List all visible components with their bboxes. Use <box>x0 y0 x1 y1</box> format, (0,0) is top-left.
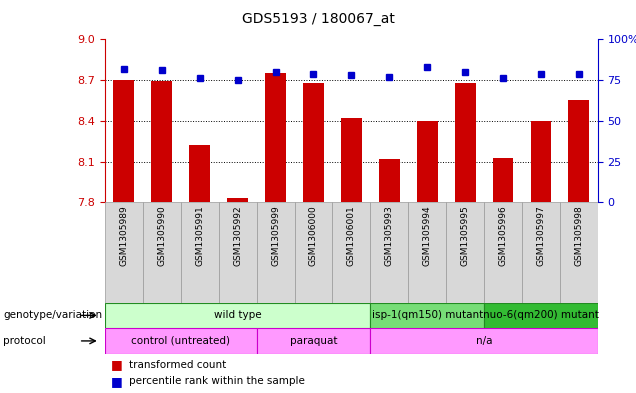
Bar <box>493 158 513 202</box>
Text: GSM1305992: GSM1305992 <box>233 206 242 266</box>
Text: control (untreated): control (untreated) <box>131 336 230 346</box>
Bar <box>446 202 484 303</box>
Bar <box>370 202 408 303</box>
Text: GSM1305993: GSM1305993 <box>385 206 394 266</box>
Text: protocol: protocol <box>3 336 46 346</box>
Text: nuo-6(qm200) mutant: nuo-6(qm200) mutant <box>483 310 599 320</box>
Bar <box>265 73 286 202</box>
Text: isp-1(qm150) mutant: isp-1(qm150) mutant <box>371 310 483 320</box>
Text: GSM1306001: GSM1306001 <box>347 206 356 266</box>
Text: GSM1305996: GSM1305996 <box>499 206 508 266</box>
Bar <box>370 328 598 354</box>
Bar <box>379 159 400 202</box>
Text: genotype/variation: genotype/variation <box>3 310 102 320</box>
Bar <box>143 202 181 303</box>
Text: paraquat: paraquat <box>290 336 337 346</box>
Text: transformed count: transformed count <box>129 360 226 370</box>
Bar <box>151 81 172 202</box>
Bar <box>190 145 210 202</box>
Text: GSM1305997: GSM1305997 <box>537 206 546 266</box>
Bar <box>522 202 560 303</box>
Text: GDS5193 / 180067_at: GDS5193 / 180067_at <box>242 12 394 26</box>
Bar <box>560 202 598 303</box>
Bar <box>569 101 590 202</box>
Bar <box>370 303 484 328</box>
Text: ■: ■ <box>111 358 123 371</box>
Bar <box>105 328 256 354</box>
Bar <box>530 121 551 202</box>
Text: GSM1305989: GSM1305989 <box>120 206 128 266</box>
Bar <box>484 202 522 303</box>
Text: GSM1305999: GSM1305999 <box>271 206 280 266</box>
Bar <box>256 328 370 354</box>
Bar <box>181 202 219 303</box>
Text: GSM1306000: GSM1306000 <box>309 206 318 266</box>
Text: GSM1305991: GSM1305991 <box>195 206 204 266</box>
Text: GSM1305995: GSM1305995 <box>460 206 469 266</box>
Text: GSM1305990: GSM1305990 <box>157 206 166 266</box>
Text: GSM1305998: GSM1305998 <box>574 206 583 266</box>
Bar <box>333 202 370 303</box>
Bar <box>105 202 143 303</box>
Text: n/a: n/a <box>476 336 492 346</box>
Bar <box>341 118 362 202</box>
Text: percentile rank within the sample: percentile rank within the sample <box>129 376 305 386</box>
Bar <box>455 83 476 202</box>
Text: GSM1305994: GSM1305994 <box>423 206 432 266</box>
Bar <box>256 202 294 303</box>
Bar <box>105 303 370 328</box>
Bar <box>417 121 438 202</box>
Bar <box>408 202 446 303</box>
Text: ■: ■ <box>111 375 123 388</box>
Bar <box>294 202 333 303</box>
Bar <box>219 202 256 303</box>
Bar <box>227 198 248 202</box>
Bar <box>484 303 598 328</box>
Text: wild type: wild type <box>214 310 261 320</box>
Bar <box>303 83 324 202</box>
Bar <box>113 80 134 202</box>
